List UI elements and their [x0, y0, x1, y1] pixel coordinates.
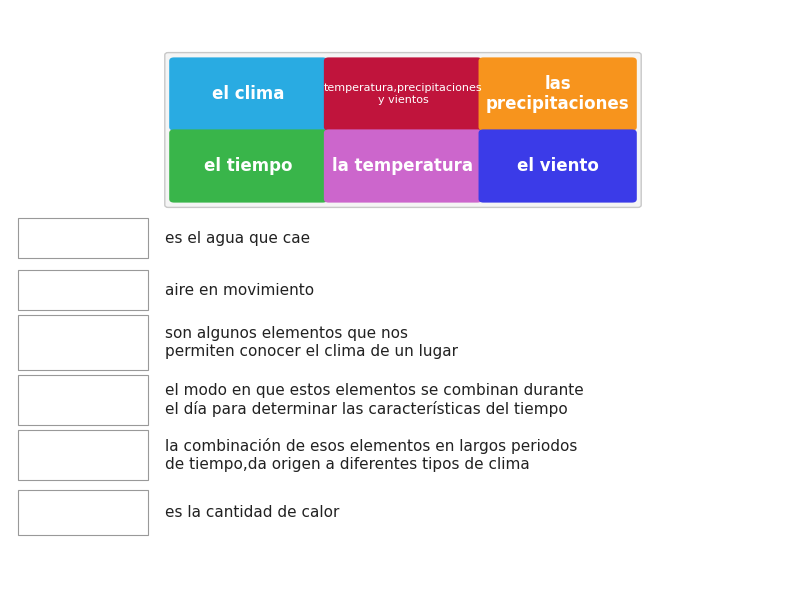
FancyBboxPatch shape	[478, 130, 637, 203]
Text: el viento: el viento	[517, 157, 598, 175]
Bar	[18, 270, 148, 310]
Text: son algunos elementos que nos
permiten conocer el clima de un lugar: son algunos elementos que nos permiten c…	[165, 326, 458, 359]
Text: es la cantidad de calor: es la cantidad de calor	[165, 505, 339, 520]
Text: la temperatura: la temperatura	[333, 157, 474, 175]
Text: temperatura,precipitaciones
y vientos: temperatura,precipitaciones y vientos	[324, 83, 482, 105]
Text: la combinación de esos elementos en largos periodos
de tiempo,da origen a difere: la combinación de esos elementos en larg…	[165, 438, 578, 472]
Text: es el agua que cae: es el agua que cae	[165, 230, 310, 245]
Text: el modo en que estos elementos se combinan durante
el día para determinar las ca: el modo en que estos elementos se combin…	[165, 383, 584, 417]
FancyBboxPatch shape	[324, 130, 482, 203]
Bar	[18, 430, 148, 480]
Text: el tiempo: el tiempo	[204, 157, 293, 175]
FancyBboxPatch shape	[478, 58, 637, 131]
Bar	[18, 375, 148, 425]
FancyBboxPatch shape	[165, 53, 642, 208]
Text: aire en movimiento: aire en movimiento	[165, 283, 314, 298]
Bar	[18, 490, 148, 535]
Text: las
precipitaciones: las precipitaciones	[486, 74, 630, 113]
FancyBboxPatch shape	[324, 58, 482, 131]
Bar	[18, 315, 148, 370]
Text: el clima: el clima	[212, 85, 285, 103]
FancyBboxPatch shape	[170, 58, 327, 131]
FancyBboxPatch shape	[170, 130, 327, 203]
Bar	[18, 218, 148, 258]
